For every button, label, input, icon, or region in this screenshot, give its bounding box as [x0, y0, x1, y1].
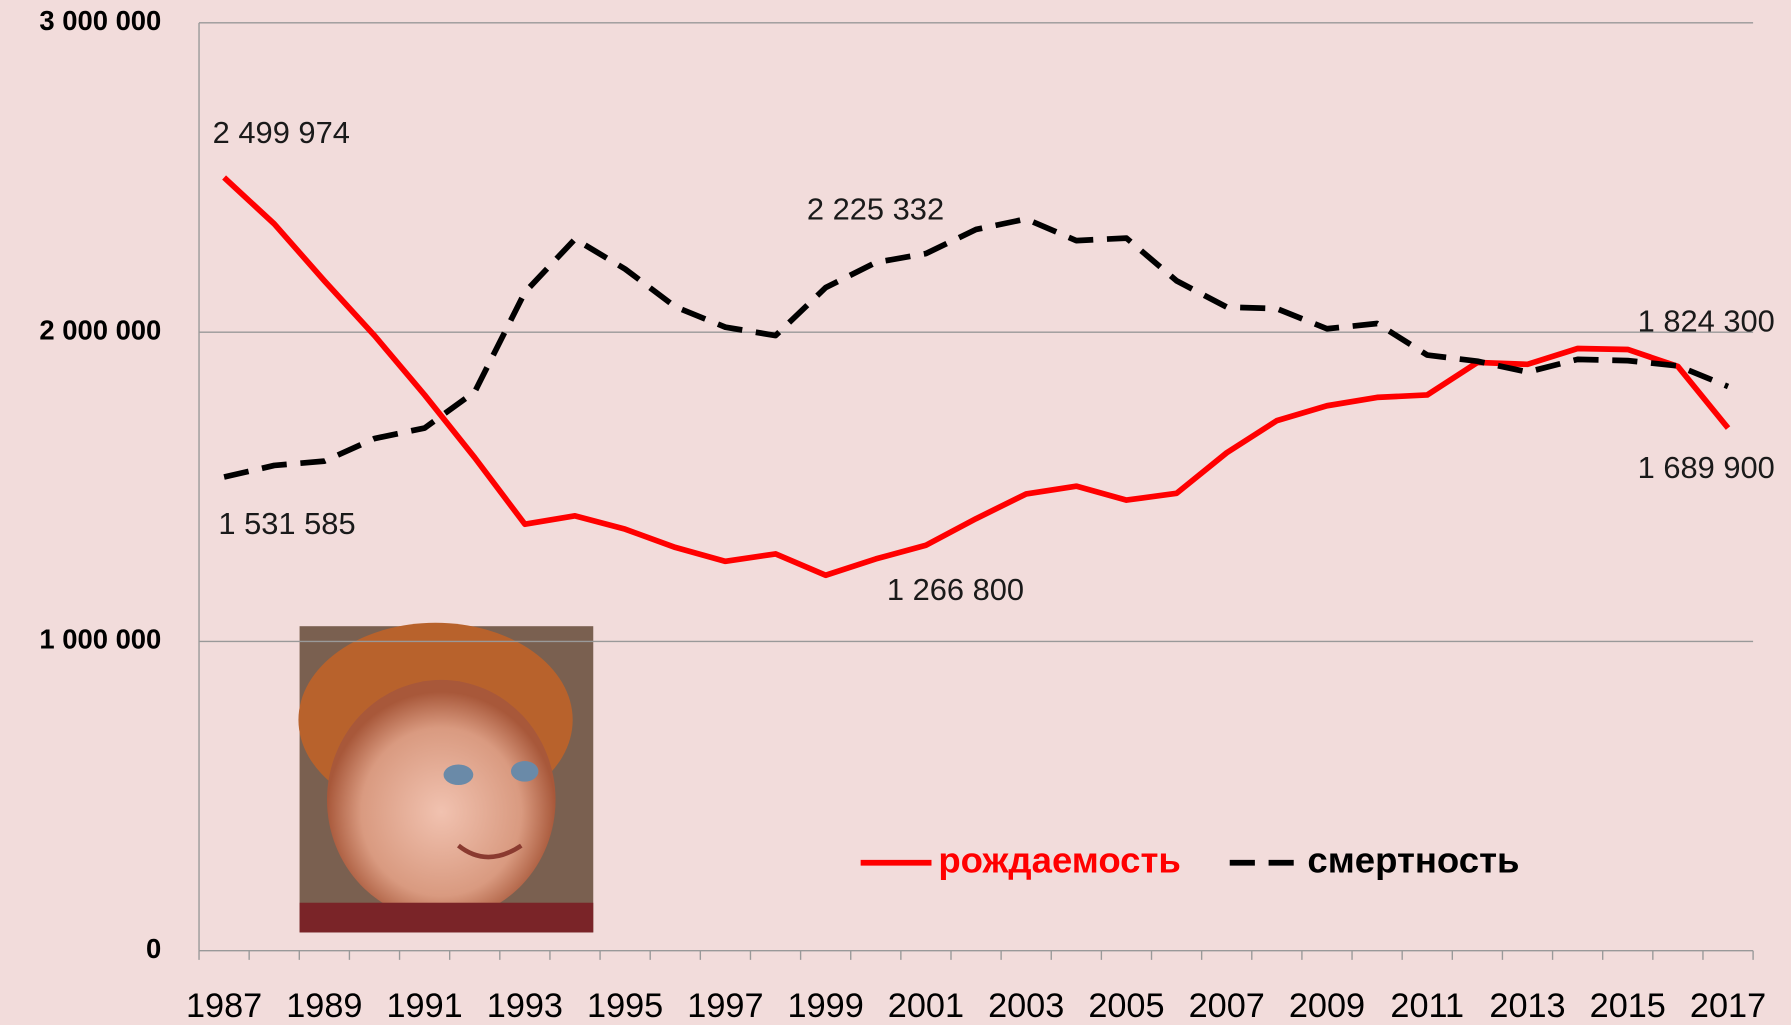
data-label: 1 266 800	[887, 572, 1024, 607]
x-tick-label: 2007	[1189, 987, 1265, 1025]
x-tick-label: 1999	[788, 987, 864, 1025]
x-tick-label: 2009	[1289, 987, 1365, 1025]
x-tick-label: 2013	[1489, 987, 1565, 1025]
photo	[298, 622, 594, 933]
y-tick-label: 1 000 000	[39, 624, 161, 655]
x-tick-label: 1987	[186, 987, 262, 1025]
x-tick-label: 1995	[587, 987, 663, 1025]
data-label: 2 225 332	[807, 192, 944, 227]
y-tick-label: 2 000 000	[39, 314, 161, 345]
x-tick-label: 1989	[286, 987, 362, 1025]
x-tick-label: 2005	[1088, 987, 1164, 1025]
data-label: 2 499 974	[213, 115, 350, 150]
x-tick-label: 2015	[1590, 987, 1666, 1025]
x-tick-label: 2001	[888, 987, 964, 1025]
x-tick-label: 2017	[1690, 987, 1766, 1025]
x-tick-label: 1991	[386, 987, 462, 1025]
series-line	[223, 216, 1730, 480]
x-tick-label: 1993	[487, 987, 563, 1025]
legend-label: смертность	[1307, 839, 1519, 880]
data-label: 1 824 300	[1638, 304, 1775, 339]
y-tick-label: 0	[146, 933, 161, 964]
x-tick-label: 2003	[988, 987, 1064, 1025]
x-tick-label: 1997	[687, 987, 763, 1025]
x-tick-label: 2011	[1390, 987, 1464, 1025]
legend-label: рождаемость	[938, 839, 1181, 880]
data-label: 1 531 585	[218, 506, 355, 541]
data-label: 1 689 900	[1638, 450, 1775, 485]
y-tick-label: 3 000 000	[39, 5, 161, 36]
